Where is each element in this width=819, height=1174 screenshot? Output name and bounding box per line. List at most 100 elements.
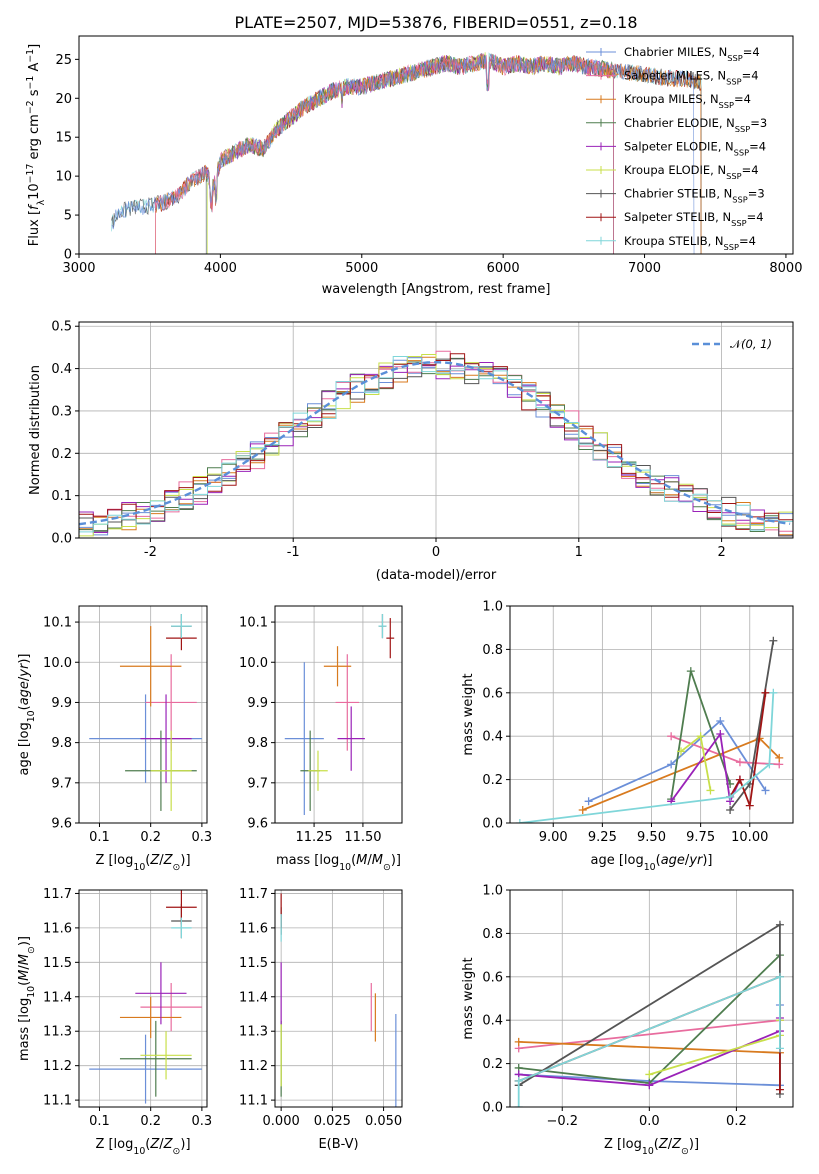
chart-title: PLATE=2507, MJD=53876, FIBERID=0551, z=0… xyxy=(234,13,637,32)
x-tick-label: 0.2 xyxy=(140,830,161,845)
x-tick-label: 10.00 xyxy=(731,830,768,845)
weight-marker xyxy=(515,819,524,823)
x-tick-label: 0.025 xyxy=(314,1114,351,1129)
y-tick-label: 11.3 xyxy=(43,1025,72,1040)
x-tick-label: 1 xyxy=(575,545,583,560)
age_vs_mass-panel: 11.25 11.50 9.6 9.7 9.8 9.9 10.0 10.1 mass [log1… xyxy=(239,605,403,873)
y-tick-label: 25 xyxy=(55,53,72,68)
x-tick-label: 0.000 xyxy=(263,1114,300,1129)
errorbar-point xyxy=(140,983,202,1032)
weight-marker xyxy=(514,1076,523,1085)
axes-frame xyxy=(274,889,403,1108)
spectrum-series-line xyxy=(207,52,614,254)
y-tick-label: 9.6 xyxy=(247,817,268,832)
axes-frame xyxy=(78,35,794,255)
y-tick-label: 11.6 xyxy=(43,921,72,936)
errorbar-point xyxy=(171,917,192,939)
legend-label: Chabrier MILES, NSSP=4 xyxy=(624,45,760,63)
y-axis-label: mass weight xyxy=(461,957,476,1039)
y-tick-label: 0.2 xyxy=(51,447,72,462)
x-tick-label: 6000 xyxy=(487,261,520,276)
y-tick-label: 11.5 xyxy=(239,956,268,971)
y-tick-label: 11.3 xyxy=(239,1025,268,1040)
x-axis-label: wavelength [Angstrom, rest frame] xyxy=(322,282,551,297)
spectrum-series-line xyxy=(111,53,702,254)
legend-label: Chabrier STELIB, NSSP=3 xyxy=(624,187,765,205)
x-tick-label: 0.1 xyxy=(89,1114,110,1129)
weight-series-line xyxy=(517,975,781,1107)
errorbar-point xyxy=(89,1034,202,1104)
weight-series-line xyxy=(518,1041,780,1054)
errorbar-point xyxy=(386,618,395,659)
weight-marker xyxy=(775,972,784,981)
y-tick-label: 11.1 xyxy=(239,1094,268,1109)
weight-lines xyxy=(515,636,784,823)
legend-label: Kroupa MILES, NSSP=4 xyxy=(624,92,751,110)
y-tick-label: 9.9 xyxy=(247,696,268,711)
errorbar-point xyxy=(335,654,360,751)
weight-marker xyxy=(769,688,778,697)
weight-marker xyxy=(775,1085,784,1094)
x-tick-label: 0.2 xyxy=(140,1114,161,1129)
y-tick-label: 0.4 xyxy=(482,730,503,745)
weight-marker xyxy=(514,1103,523,1107)
y-tick-label: 11.7 xyxy=(239,887,268,902)
weight-marker xyxy=(584,797,593,806)
spectrum-series-line xyxy=(205,53,614,254)
x-axis-label: Z [log10(Z/Z⊙)] xyxy=(95,1137,190,1157)
weight-marker xyxy=(769,636,778,645)
x-tick-label: 0.0 xyxy=(639,1114,660,1129)
weight-marker xyxy=(645,1070,654,1079)
x-tick-label: 3000 xyxy=(62,261,95,276)
legend-label: Kroupa ELODIE, NSSP=4 xyxy=(624,163,759,181)
legend-label: Salpeter MILES, NSSP=4 xyxy=(624,69,759,87)
errorbar-point xyxy=(119,1020,192,1097)
errorbar-point xyxy=(337,706,365,771)
x-tick-label: 0.3 xyxy=(192,830,213,845)
errorbar-point xyxy=(150,730,192,811)
y-tick-label: 9.9 xyxy=(51,696,72,711)
weight-marker xyxy=(578,805,587,814)
x-tick-label: 0.1 xyxy=(89,830,110,845)
x-axis-label: (data-model)/error xyxy=(376,568,497,583)
residuals-panel: -2 -1 0 1 2 0.0 0.1 0.2 0.3 0.4 0.5 (data-model)/er… xyxy=(28,320,794,583)
x-tick-label: 9.25 xyxy=(588,830,617,845)
x-tick-label: -2 xyxy=(144,545,157,560)
y-tick-label: 0.0 xyxy=(482,1101,503,1116)
weight-marker xyxy=(726,792,735,801)
y-tick-label: 0.1 xyxy=(51,489,72,504)
weight-marker xyxy=(686,667,695,676)
axes-frame xyxy=(509,889,794,1108)
spectrum-panel: PLATE=2507, MJD=53876, FIBERID=0551, z=0… xyxy=(25,13,803,297)
y-tick-label: 0.2 xyxy=(482,1057,503,1072)
spectrum-lines xyxy=(111,52,702,254)
y-tick-label: 5 xyxy=(64,209,72,224)
y-tick-label: 9.6 xyxy=(51,817,72,832)
weight_vs_age-panel: 9.00 9.25 9.50 9.75 10.00 0.0 0.2 0.4 0.6 0.8 1.0 a… xyxy=(461,600,794,873)
age_vs_Z-panel: 0.1 0.2 0.3 9.6 9.7 9.8 9.9 10.0 10.1 Z [log10(Z/… xyxy=(17,605,213,873)
y-tick-label: 9.8 xyxy=(51,736,72,751)
legend-label: Salpeter ELODIE, NSSP=4 xyxy=(624,139,766,157)
y-tick-label: 10.0 xyxy=(239,656,268,671)
y-tick-label: 0.4 xyxy=(51,362,72,377)
mass_vs_EBV-panel: 0.000 0.025 0.050 11.1 11.2 11.3 11.4 11.5 11.6 1… xyxy=(239,887,403,1152)
legend-label: Salpeter STELIB, NSSP=4 xyxy=(624,210,764,228)
x-tick-label: 11.25 xyxy=(295,830,332,845)
errorbars xyxy=(280,893,397,1107)
errorbar-point xyxy=(323,646,352,687)
weight-marker xyxy=(676,747,685,756)
y-tick-label: 15 xyxy=(55,131,72,146)
y-tick-label: 0.6 xyxy=(482,686,503,701)
y-tick-label: 11.7 xyxy=(43,887,72,902)
histograms xyxy=(79,350,793,537)
y-tick-label: 10.1 xyxy=(239,616,268,631)
weight-marker xyxy=(706,786,715,795)
y-tick-label: 10.0 xyxy=(43,656,72,671)
y-axis-label: age [log10(age/yr)] xyxy=(17,653,37,775)
errorbar-point xyxy=(140,694,192,783)
x-tick-label: 0.2 xyxy=(726,1114,747,1129)
weight-lines xyxy=(514,920,784,1107)
weight-marker xyxy=(514,1037,523,1046)
spectrum-series-line xyxy=(205,53,614,254)
weight-series-line xyxy=(588,719,767,803)
